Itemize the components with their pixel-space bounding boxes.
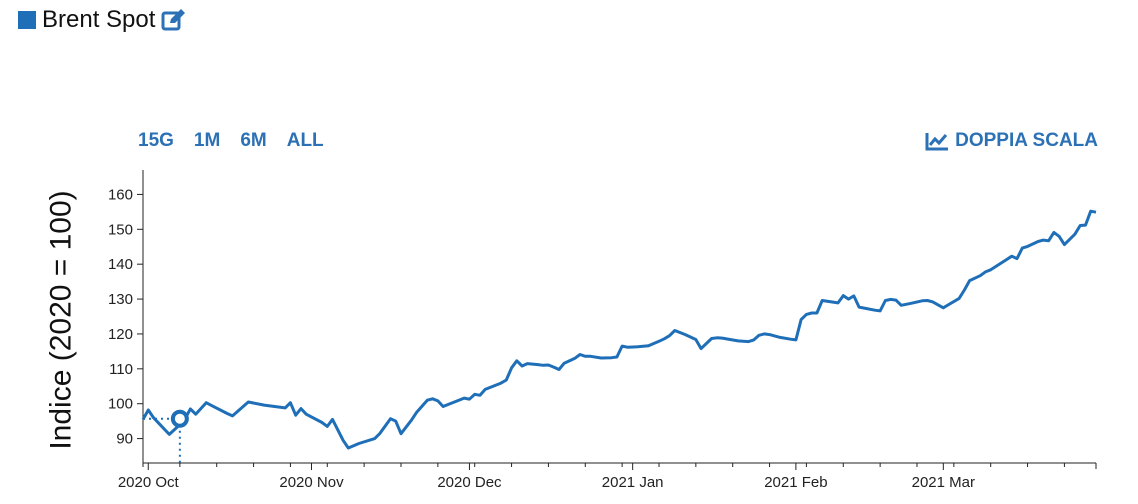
y-tick-label: 130 bbox=[108, 291, 133, 308]
x-tick-label: 2020 Nov bbox=[279, 474, 344, 491]
dual-scale-label: DOPPIA SCALA bbox=[955, 130, 1098, 151]
y-tick-label: 160 bbox=[108, 186, 133, 203]
y-tick-label: 140 bbox=[108, 256, 133, 273]
x-tick-label: 2021 Feb bbox=[764, 474, 827, 491]
legend-swatch bbox=[18, 11, 36, 29]
range-selector: 15G 1M 6M ALL bbox=[138, 130, 324, 152]
series-line bbox=[141, 209, 1097, 450]
range-15g-button[interactable]: 15G bbox=[138, 130, 174, 151]
highlight-point bbox=[170, 409, 189, 428]
axes: 90 100 110 120 130 140 150 160 2020 Oct 2020 Nov 2… bbox=[108, 170, 1097, 491]
range-6m-button[interactable]: 6M bbox=[240, 130, 267, 151]
y-tick-label: 120 bbox=[108, 326, 133, 343]
x-tick-label: 2021 Mar bbox=[912, 474, 975, 491]
y-tick-label: 110 bbox=[109, 361, 133, 378]
edit-icon[interactable] bbox=[161, 7, 187, 33]
x-tick-label: 2021 Jan bbox=[602, 474, 664, 491]
range-1m-button[interactable]: 1M bbox=[193, 130, 221, 151]
range-all-button[interactable]: ALL bbox=[286, 130, 324, 151]
x-tick-label: 2020 Dec bbox=[437, 474, 502, 491]
y-tick-label: 90 bbox=[116, 431, 133, 448]
x-tick-label: 2020 Oct bbox=[118, 474, 180, 491]
dual-scale-button[interactable]: DOPPIA SCALA bbox=[925, 130, 1098, 152]
y-tick-label: 150 bbox=[108, 221, 133, 238]
y-tick-label: 100 bbox=[108, 396, 133, 413]
line-chart-icon bbox=[925, 131, 949, 151]
chart-marks bbox=[141, 209, 1097, 463]
chart-title: Brent Spot bbox=[42, 6, 156, 33]
chart-header: Brent Spot bbox=[18, 6, 187, 34]
